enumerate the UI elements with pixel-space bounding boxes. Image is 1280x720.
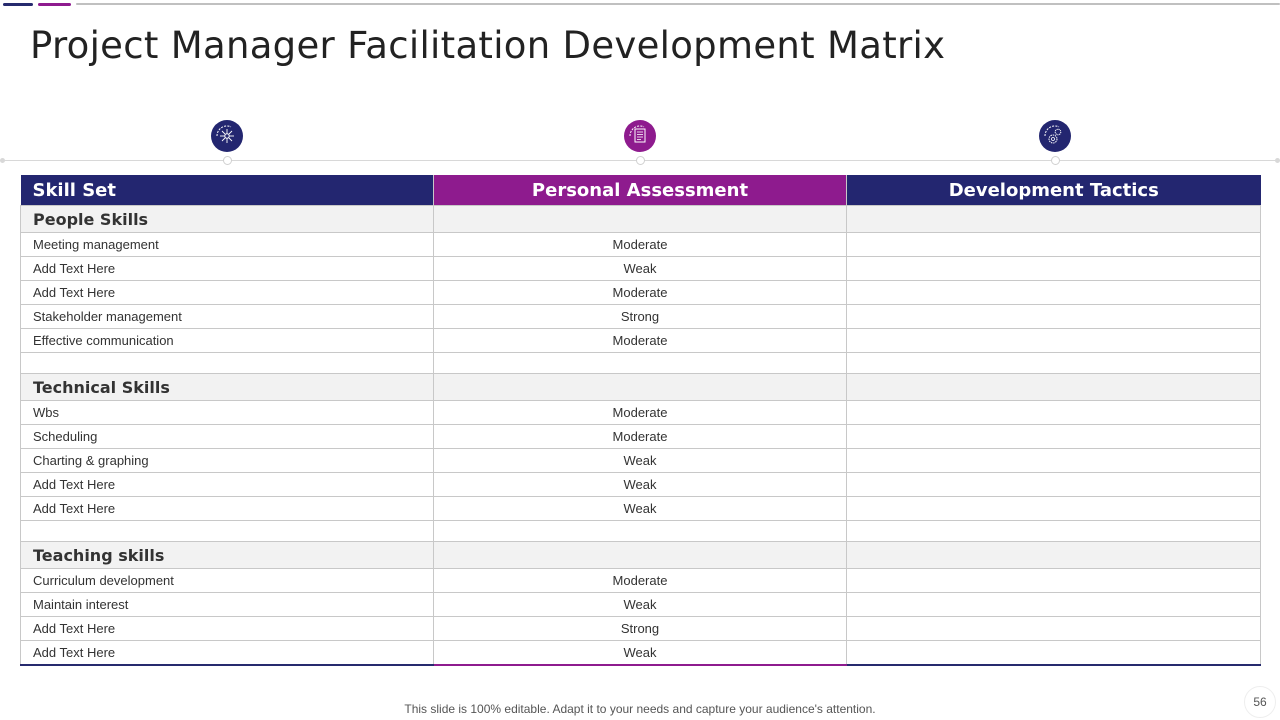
assessment-cell[interactable]: Weak: [433, 256, 847, 281]
assessment-cell[interactable]: Weak: [433, 448, 847, 473]
timeline-node-1: [223, 156, 232, 165]
assessment-cell[interactable]: Strong: [433, 616, 847, 641]
accent-bar-navy: [3, 3, 33, 6]
tactics-cell[interactable]: [846, 232, 1261, 257]
skill-cell[interactable]: Charting & graphing: [20, 448, 434, 473]
category-row-teaching-skills: Teaching skills: [20, 541, 1261, 569]
assessment-cell[interactable]: Weak: [433, 496, 847, 521]
skill-cell[interactable]: Scheduling: [20, 424, 434, 449]
skill-cell[interactable]: Wbs: [20, 400, 434, 425]
timeline-start-dot: [0, 158, 5, 163]
table-row: Add Text Here Moderate: [20, 280, 1261, 305]
table-header-row: Skill Set Personal Assessment Developmen…: [20, 175, 1261, 206]
page-number: 56: [1244, 686, 1276, 718]
table-row: Charting & graphing Weak: [20, 448, 1261, 473]
network-icon: [211, 120, 243, 152]
tactics-cell[interactable]: [846, 496, 1261, 521]
skill-cell[interactable]: Effective communication: [20, 328, 434, 353]
spacer-row: [20, 352, 1261, 374]
assessment-cell[interactable]: Moderate: [433, 568, 847, 593]
assessment-cell[interactable]: Strong: [433, 304, 847, 329]
assessment-cell[interactable]: Moderate: [433, 232, 847, 257]
tactics-cell[interactable]: [846, 448, 1261, 473]
skill-cell[interactable]: Curriculum development: [20, 568, 434, 593]
header-development-tactics: Development Tactics: [846, 175, 1261, 206]
table-row: Add Text Here Weak: [20, 256, 1261, 281]
timeline-end-dot: [1275, 158, 1280, 163]
assessment-cell[interactable]: Weak: [433, 592, 847, 617]
accent-bar-gray: [76, 3, 1280, 5]
tactics-cell[interactable]: [846, 400, 1261, 425]
gears-icon: [1039, 120, 1071, 152]
slide-title: Project Manager Facilitation Development…: [30, 24, 946, 67]
development-matrix-table: Skill Set Personal Assessment Developmen…: [20, 175, 1261, 666]
table-row: Add Text Here Weak: [20, 640, 1261, 666]
category-row-technical-skills: Technical Skills: [20, 373, 1261, 401]
assessment-cell[interactable]: Weak: [433, 640, 847, 666]
assessment-cell[interactable]: Moderate: [433, 400, 847, 425]
skill-cell[interactable]: Add Text Here: [20, 496, 434, 521]
table-row: Wbs Moderate: [20, 400, 1261, 425]
category-label: People Skills: [20, 205, 434, 233]
header-personal-assessment: Personal Assessment: [433, 175, 847, 206]
header-skill-set: Skill Set: [20, 175, 434, 206]
document-icon: [624, 120, 656, 152]
assessment-cell[interactable]: Moderate: [433, 328, 847, 353]
footer-note: This slide is 100% editable. Adapt it to…: [404, 702, 876, 716]
table-row: Stakeholder management Strong: [20, 304, 1261, 329]
tactics-cell[interactable]: [846, 256, 1261, 281]
tactics-cell[interactable]: [846, 304, 1261, 329]
tactics-cell[interactable]: [846, 592, 1261, 617]
skill-cell[interactable]: Meeting management: [20, 232, 434, 257]
tactics-cell[interactable]: [846, 280, 1261, 305]
tactics-cell[interactable]: [846, 424, 1261, 449]
skill-cell[interactable]: Add Text Here: [20, 256, 434, 281]
table-row: Meeting management Moderate: [20, 232, 1261, 257]
table-row: Maintain interest Weak: [20, 592, 1261, 617]
spacer-row: [20, 520, 1261, 542]
skill-cell[interactable]: Maintain interest: [20, 592, 434, 617]
category-label: Teaching skills: [20, 541, 434, 569]
skill-cell[interactable]: Add Text Here: [20, 472, 434, 497]
tactics-cell[interactable]: [846, 472, 1261, 497]
table-row: Add Text Here Strong: [20, 616, 1261, 641]
category-label: Technical Skills: [20, 373, 434, 401]
table-row: Add Text Here Weak: [20, 496, 1261, 521]
tactics-cell[interactable]: [846, 640, 1261, 666]
assessment-cell[interactable]: Weak: [433, 472, 847, 497]
table-row: Effective communication Moderate: [20, 328, 1261, 353]
timeline-node-2: [636, 156, 645, 165]
tactics-cell[interactable]: [846, 616, 1261, 641]
timeline-node-3: [1051, 156, 1060, 165]
category-row-people-skills: People Skills: [20, 205, 1261, 233]
tactics-cell[interactable]: [846, 328, 1261, 353]
tactics-cell[interactable]: [846, 568, 1261, 593]
table-row: Scheduling Moderate: [20, 424, 1261, 449]
skill-cell[interactable]: Stakeholder management: [20, 304, 434, 329]
skill-cell[interactable]: Add Text Here: [20, 280, 434, 305]
accent-bar-purple: [38, 3, 71, 6]
assessment-cell[interactable]: Moderate: [433, 280, 847, 305]
table-row: Add Text Here Weak: [20, 472, 1261, 497]
skill-cell[interactable]: Add Text Here: [20, 640, 434, 666]
skill-cell[interactable]: Add Text Here: [20, 616, 434, 641]
assessment-cell[interactable]: Moderate: [433, 424, 847, 449]
table-row: Curriculum development Moderate: [20, 568, 1261, 593]
